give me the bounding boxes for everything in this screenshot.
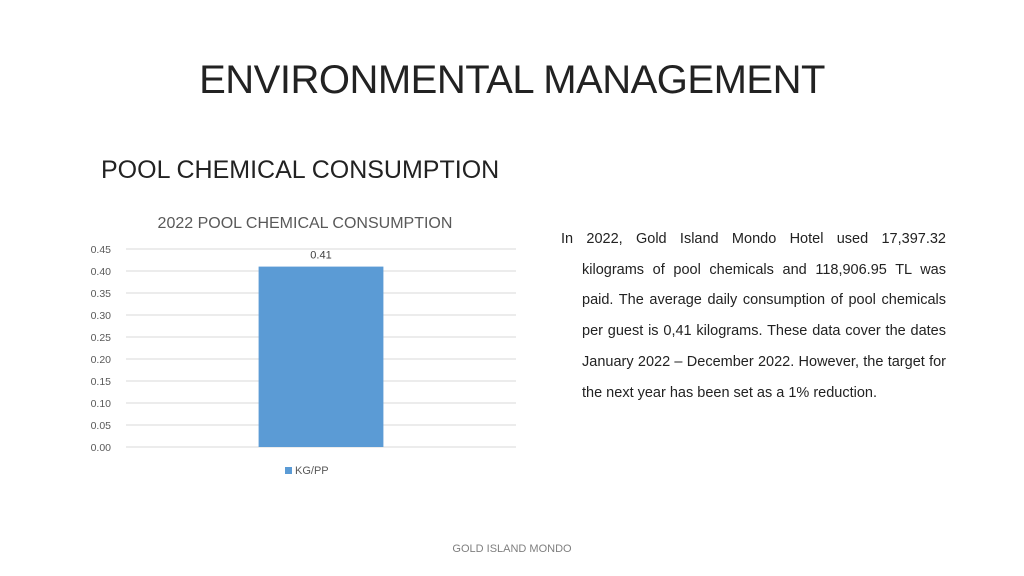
pool-chemical-chart: 2022 POOL CHEMICAL CONSUMPTION 0.00 0.05 0…: [60, 205, 540, 495]
y-tick-label: 0.05: [91, 420, 112, 432]
slide-title: ENVIRONMENTAL MANAGEMENT: [199, 58, 825, 102]
y-tick-label: 0.35: [91, 288, 112, 300]
legend-swatch: [285, 467, 292, 474]
chart-svg: 2022 POOL CHEMICAL CONSUMPTION 0.000.050…: [91, 215, 516, 477]
description-paragraph: In 2022, Gold Island Mondo Hotel used 17…: [561, 231, 946, 401]
y-tick-label: 0.40: [91, 266, 112, 278]
footer-text: GOLD ISLAND MONDO: [452, 543, 572, 555]
chart-y-axis: 0.00 0.05 0.10 0.15 0.20 0.25 0.30 0.35 0.40 0.45: [91, 244, 112, 454]
chart-legend: KG/PP: [285, 465, 329, 477]
y-tick-label: 0.30: [91, 310, 112, 322]
chart-bars: 0.41: [258, 250, 384, 447]
bar-data-label: 0.41: [310, 250, 331, 262]
consumption-description: In 2022, Gold Island Mondo Hotel used 17…: [561, 224, 946, 408]
y-tick-label: 0.25: [91, 332, 112, 344]
slide-subtitle: POOL CHEMICAL CONSUMPTION: [101, 156, 500, 184]
legend-label: KG/PP: [295, 465, 329, 477]
y-tick-label: 0.45: [91, 244, 112, 256]
chart-title: 2022 POOL CHEMICAL CONSUMPTION: [158, 215, 453, 232]
bar: [258, 266, 384, 447]
y-tick-label: 0.00: [91, 442, 112, 454]
y-tick-label: 0.15: [91, 376, 112, 388]
y-tick-label: 0.20: [91, 354, 112, 366]
y-tick-label: 0.10: [91, 398, 112, 410]
